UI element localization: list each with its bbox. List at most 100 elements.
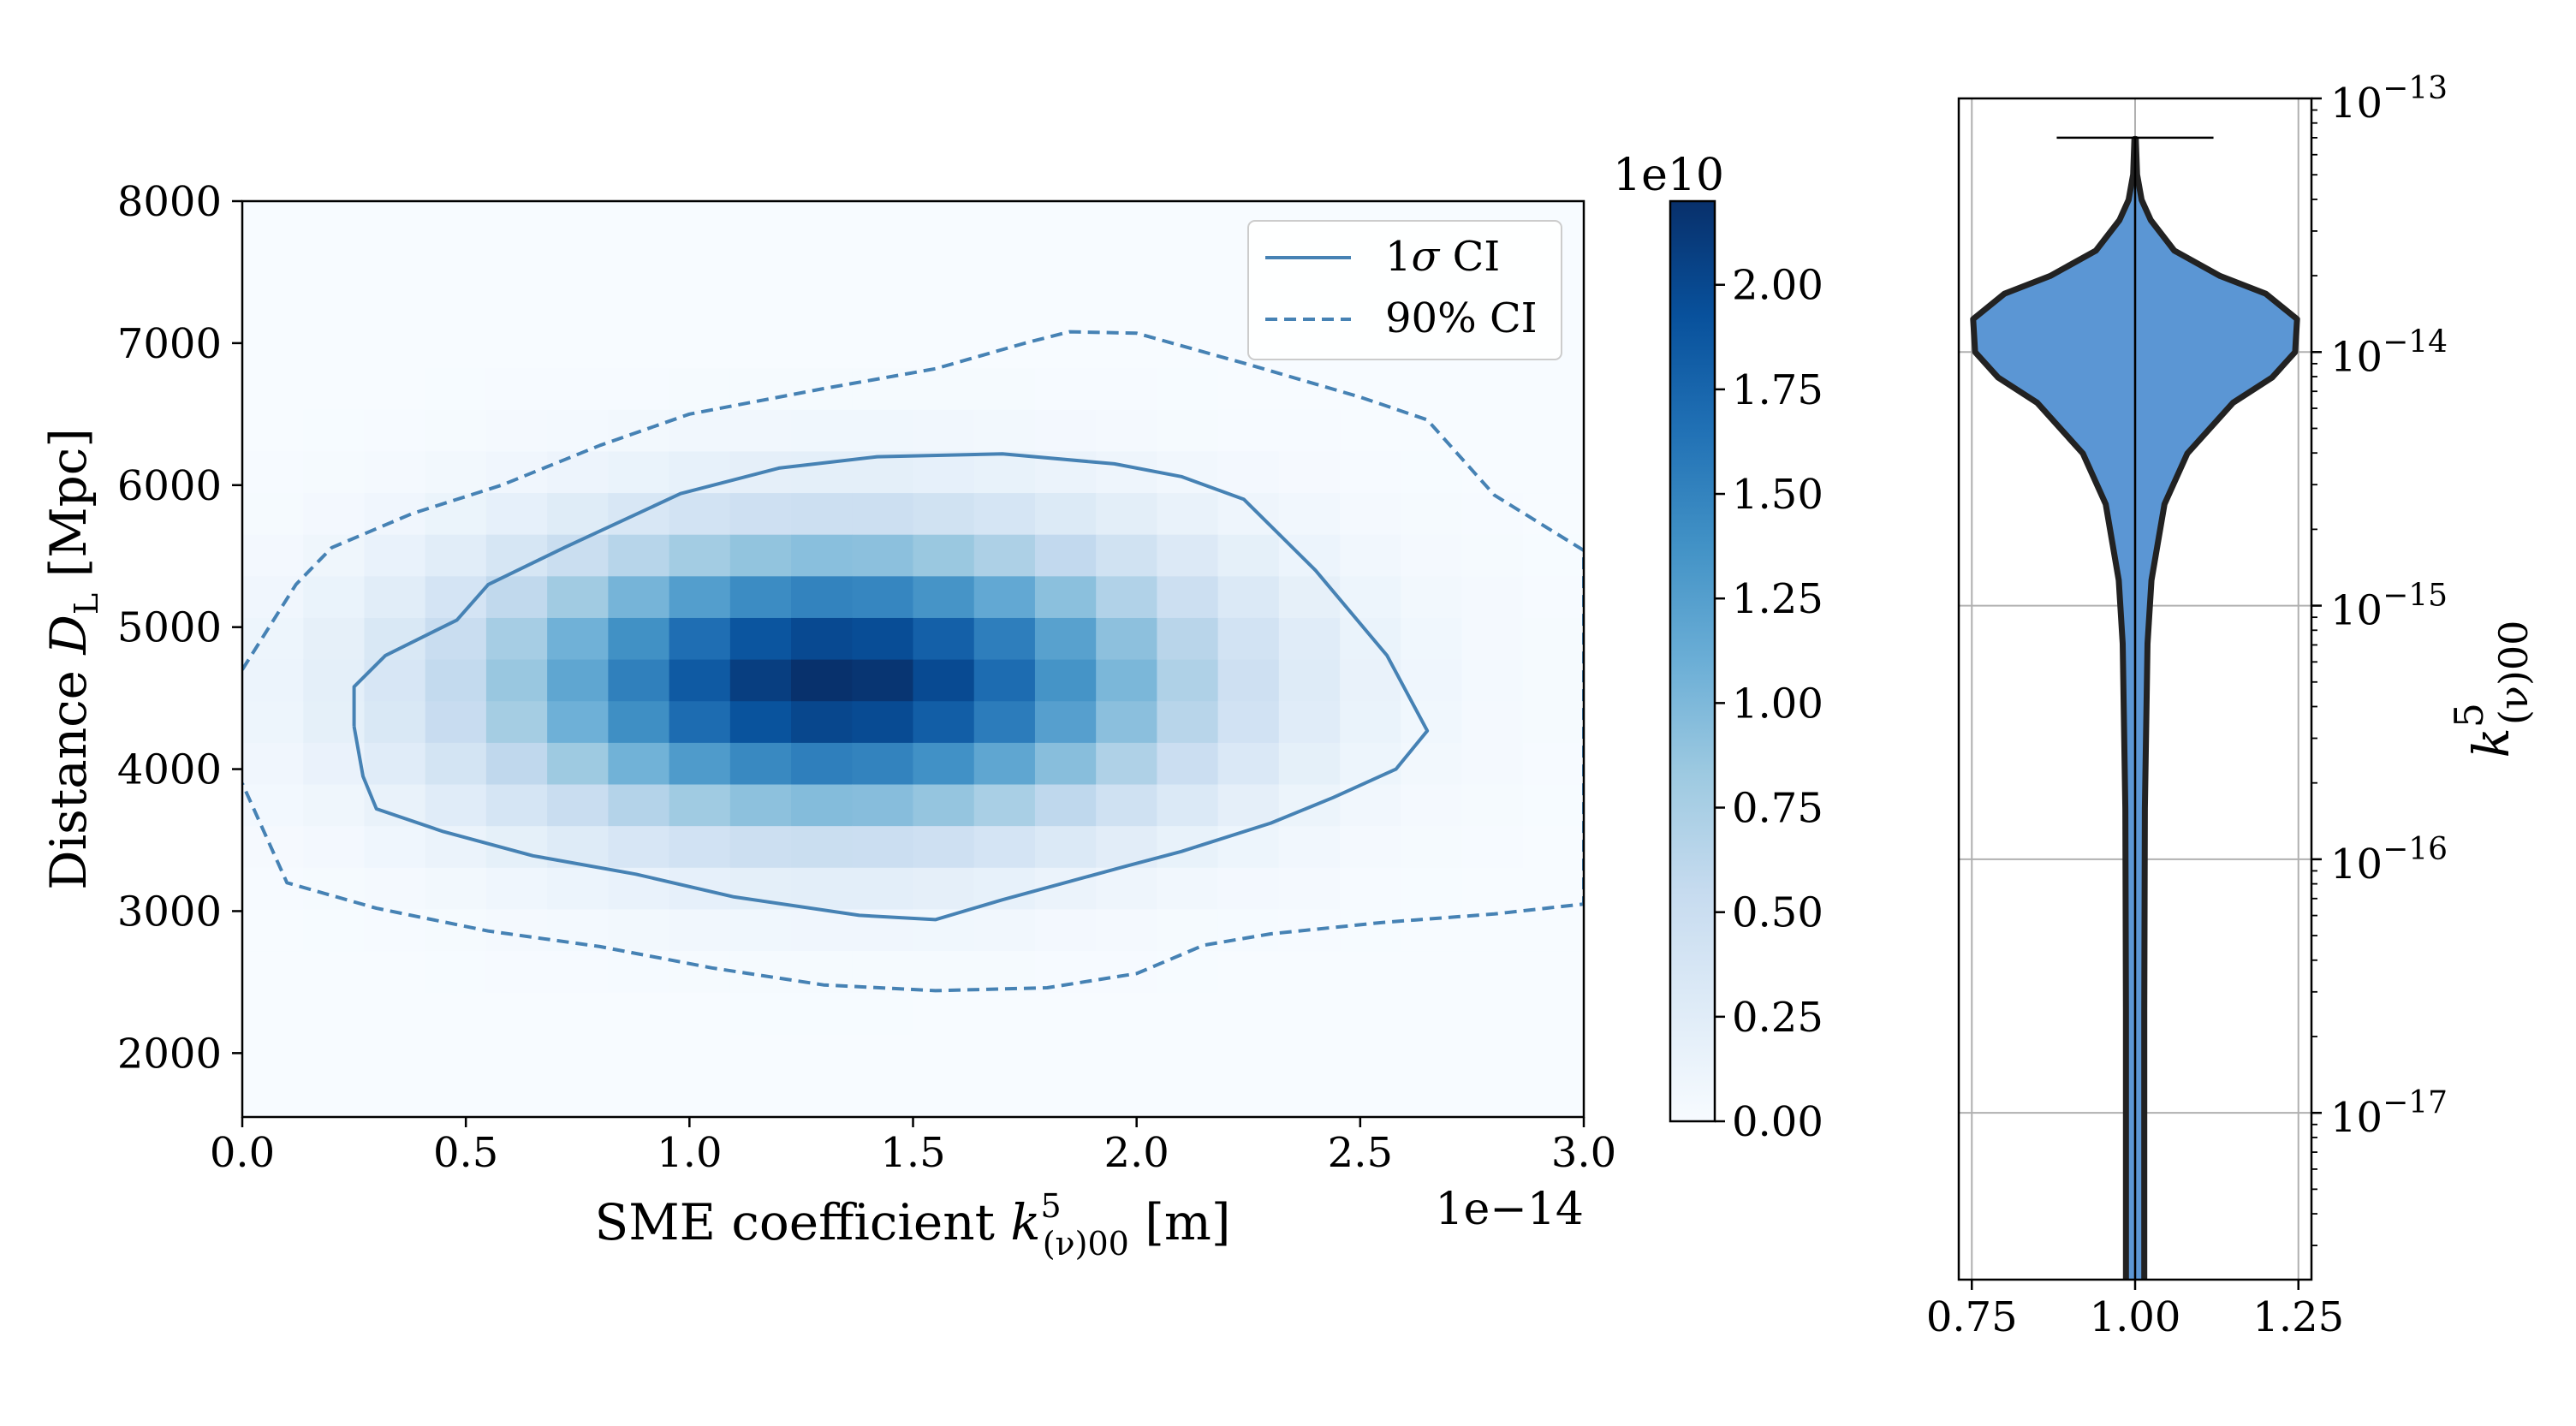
heatmap-cell bbox=[1034, 201, 1097, 244]
violin-y-tick-label: 10−16 bbox=[2330, 832, 2448, 888]
heatmap-cell bbox=[1157, 201, 1219, 244]
heatmap-cell bbox=[1401, 742, 1463, 785]
heatmap-cell bbox=[913, 617, 975, 660]
heatmap-cell bbox=[791, 534, 853, 577]
heatmap-cell bbox=[303, 1075, 366, 1117]
heatmap-cell bbox=[608, 617, 670, 660]
heatmap-cell bbox=[729, 1033, 792, 1076]
heatmap-cell bbox=[1522, 450, 1584, 494]
heatmap-cell bbox=[1401, 492, 1463, 535]
heatmap-cell bbox=[242, 950, 304, 993]
heatmap-cell bbox=[485, 700, 548, 743]
heatmap-cell bbox=[242, 325, 304, 369]
heatmap-cell bbox=[1034, 409, 1097, 452]
heatmap-cell bbox=[485, 992, 548, 1035]
heatmap-cell bbox=[669, 325, 731, 369]
heatmap-cell bbox=[1278, 659, 1341, 702]
heatmap-cell bbox=[1157, 409, 1219, 452]
heatmap-cell bbox=[973, 867, 1036, 910]
heatmap-cell bbox=[852, 867, 914, 910]
violin-x-tick-label: 0.75 bbox=[1926, 1293, 2018, 1341]
heatmap-cell bbox=[1217, 908, 1280, 952]
heatmap-cell bbox=[485, 492, 548, 535]
heatmap-cell bbox=[1278, 450, 1341, 494]
heatmap-cell bbox=[1340, 700, 1401, 743]
heatmap-cell bbox=[303, 409, 366, 452]
heatmap-cell bbox=[1278, 992, 1341, 1035]
heatmap-cell bbox=[729, 534, 792, 577]
heatmap-cell bbox=[791, 201, 853, 244]
heatmap-cell bbox=[547, 242, 609, 285]
heatmap-cell bbox=[852, 742, 914, 785]
heatmap-cell bbox=[425, 992, 487, 1035]
heatmap-cell bbox=[729, 825, 792, 868]
heatmap-cell bbox=[364, 284, 426, 327]
heatmap-cell bbox=[608, 534, 670, 577]
violin-x-tick-label: 1.25 bbox=[2252, 1293, 2344, 1341]
heatmap-cell bbox=[547, 367, 609, 410]
heatmap-cell bbox=[1278, 742, 1341, 785]
heatmap-cell bbox=[913, 992, 975, 1035]
heatmap-cell bbox=[1278, 700, 1341, 743]
violin-y-tick-label: 10−13 bbox=[2330, 71, 2448, 128]
heatmap-cell bbox=[1401, 700, 1463, 743]
heatmap-cell bbox=[242, 1033, 304, 1076]
heatmap-cell bbox=[1461, 825, 1524, 868]
heatmap-cell bbox=[1096, 617, 1158, 660]
heatmap-cell bbox=[364, 992, 426, 1035]
x-tick-label: 1.5 bbox=[880, 1129, 945, 1177]
heatmap-cell bbox=[1157, 992, 1219, 1035]
heatmap-cell bbox=[1217, 367, 1280, 410]
heatmap-cell bbox=[1461, 450, 1524, 494]
x-tick-label: 2.0 bbox=[1104, 1129, 1169, 1177]
heatmap-cell bbox=[425, 659, 487, 702]
heatmap-cell bbox=[608, 992, 670, 1035]
heatmap-cell bbox=[608, 1075, 670, 1117]
heatmap-cell bbox=[547, 659, 609, 702]
heatmap-cell bbox=[1401, 992, 1463, 1035]
heatmap-cell bbox=[485, 1033, 548, 1076]
heatmap-cell bbox=[303, 367, 366, 410]
heatmap-cell bbox=[669, 534, 731, 577]
heatmap-cell bbox=[1096, 242, 1158, 285]
heatmap-cell bbox=[1278, 867, 1341, 910]
heatmap-cell bbox=[1217, 1033, 1280, 1076]
heatmap-cell bbox=[303, 783, 366, 827]
heatmap-cell bbox=[425, 367, 487, 410]
contour-lines bbox=[242, 330, 1584, 993]
legend-label-90ci: 90% CI bbox=[1385, 294, 1538, 342]
heatmap-cell bbox=[364, 575, 426, 618]
heatmap-cell bbox=[425, 700, 487, 743]
heatmap-cell bbox=[547, 450, 609, 494]
heatmap-cell bbox=[669, 492, 731, 535]
heatmap-cell bbox=[669, 284, 731, 327]
heatmap-cell bbox=[913, 201, 975, 244]
contour-1sigma bbox=[352, 452, 1430, 922]
heatmap-cell bbox=[1157, 867, 1219, 910]
heatmap-cell bbox=[242, 659, 304, 702]
heatmap-cell bbox=[913, 450, 975, 494]
heatmap-cell bbox=[729, 325, 792, 369]
heatmap-cell bbox=[1278, 950, 1341, 993]
heatmap-cell bbox=[1278, 1033, 1341, 1076]
heatmap-cell bbox=[1217, 1075, 1280, 1117]
heatmap-cell bbox=[1157, 783, 1219, 827]
heatmap-cell bbox=[485, 409, 548, 452]
heatmap-cell bbox=[242, 409, 304, 452]
heatmap-cell bbox=[1034, 1033, 1097, 1076]
colorbar-tick-label: 0.50 bbox=[1732, 889, 1823, 937]
heatmap-cell bbox=[1461, 992, 1524, 1035]
heatmap-cell bbox=[1034, 284, 1097, 327]
heatmap-cell bbox=[303, 950, 366, 993]
heatmap-cell bbox=[1096, 367, 1158, 410]
heatmap-cell bbox=[425, 325, 487, 369]
heatmap-cell bbox=[1522, 575, 1584, 618]
heatmap-cell bbox=[364, 950, 426, 993]
heatmap-cell bbox=[669, 950, 731, 993]
colorbar-tick-label: 0.00 bbox=[1732, 1098, 1823, 1146]
heatmap-cell bbox=[1157, 284, 1219, 327]
heatmap-cell bbox=[1461, 1033, 1524, 1076]
heatmap-cell bbox=[303, 742, 366, 785]
heatmap-cell bbox=[485, 367, 548, 410]
heatmap-cell bbox=[1217, 409, 1280, 452]
